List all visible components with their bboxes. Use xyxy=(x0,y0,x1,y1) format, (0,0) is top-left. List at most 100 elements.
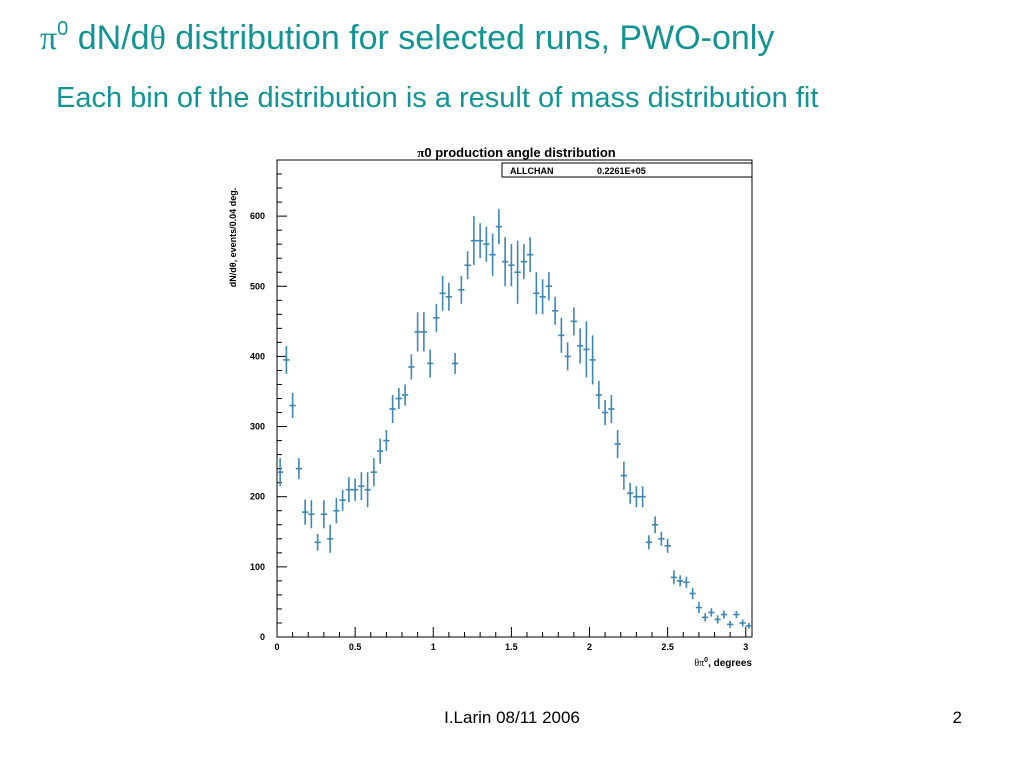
data-point xyxy=(683,576,690,588)
data-point xyxy=(645,535,652,550)
chart-title: π0 production angle distribution xyxy=(417,145,616,160)
x-tick-label: 3 xyxy=(743,642,748,652)
data-point xyxy=(427,349,434,378)
footer-author: I.Larin 08/11 2006 xyxy=(444,708,580,727)
data-point xyxy=(358,472,365,501)
x-axis-label: θπ0, degrees xyxy=(694,657,752,669)
title-rest: distribution for selected runs, PWO-only xyxy=(165,19,775,57)
x-tick-label: 0 xyxy=(274,642,279,652)
data-point xyxy=(377,438,384,464)
data-point xyxy=(664,538,671,553)
x-tick-label: 1 xyxy=(431,642,436,652)
x-axis-label-symbol: θπ xyxy=(694,658,704,669)
title-pi-symbol: π xyxy=(40,20,58,57)
data-point xyxy=(739,619,746,627)
data-point xyxy=(339,489,346,511)
data-point xyxy=(602,399,609,426)
data-point xyxy=(520,244,527,280)
stats-box-value: 0.2261E+05 xyxy=(597,166,646,176)
x-axis-label-sup: 0 xyxy=(704,657,708,664)
data-point xyxy=(595,380,602,410)
data-point xyxy=(608,394,615,424)
data-point xyxy=(689,587,696,600)
x-tick-label: 2.5 xyxy=(661,642,674,652)
stats-box xyxy=(501,162,753,178)
y-tick-label: 500 xyxy=(250,281,265,291)
data-point xyxy=(370,458,377,487)
data-point xyxy=(702,613,709,622)
data-point xyxy=(458,275,465,304)
data-point xyxy=(452,352,459,374)
x-tick-label: 1.5 xyxy=(505,642,518,652)
page-number: 2 xyxy=(952,708,962,727)
data-point xyxy=(727,620,734,628)
title-theta-symbol: θ xyxy=(149,20,166,57)
data-point xyxy=(552,296,559,325)
data-point xyxy=(327,524,334,553)
data-point xyxy=(533,272,540,315)
data-point xyxy=(658,531,665,546)
data-point xyxy=(295,458,302,480)
data-point xyxy=(445,282,452,311)
data-point xyxy=(408,354,415,380)
data-point xyxy=(477,223,484,259)
data-point xyxy=(395,387,402,410)
data-point xyxy=(314,533,321,551)
chart-title-pi: π xyxy=(417,145,424,160)
x-tick-label: 2 xyxy=(587,642,592,652)
title-dn: dN/d xyxy=(68,19,150,57)
chart-title-text: 0 production angle distribution xyxy=(424,145,615,160)
data-point xyxy=(308,500,315,529)
data-point xyxy=(302,499,309,525)
data-point xyxy=(614,430,621,459)
y-tick-label: 600 xyxy=(250,211,265,221)
data-point xyxy=(558,317,565,353)
data-point xyxy=(539,279,546,315)
data-point xyxy=(570,307,577,336)
data-point xyxy=(364,472,371,508)
slide-title: π0 dN/dθ distribution for selected runs,… xyxy=(40,18,774,58)
data-point xyxy=(627,482,634,504)
x-axis-label-text: , degrees xyxy=(708,658,752,669)
data-point xyxy=(720,610,727,619)
data-point xyxy=(464,251,471,280)
y-tick-label: 0 xyxy=(260,632,265,642)
data-point xyxy=(652,516,659,534)
data-point xyxy=(508,244,515,287)
data-point xyxy=(283,345,290,374)
y-tick-label: 400 xyxy=(250,351,265,361)
data-point xyxy=(633,486,640,508)
data-point xyxy=(352,478,359,501)
data-point xyxy=(564,342,571,371)
data-point xyxy=(433,303,440,332)
title-superscript: 0 xyxy=(57,18,69,40)
slide-subtitle: Each bin of the distribution is a result… xyxy=(56,82,819,114)
data-point xyxy=(677,575,684,587)
data-point xyxy=(733,611,740,619)
y-tick-label: 300 xyxy=(250,422,265,432)
data-point xyxy=(589,335,596,385)
data-point xyxy=(402,384,409,406)
data-point xyxy=(545,272,552,301)
data-point xyxy=(502,237,509,287)
data-point xyxy=(483,226,490,262)
data-point xyxy=(289,392,296,419)
data-point xyxy=(489,233,496,276)
data-point xyxy=(495,209,502,245)
data-point xyxy=(320,500,327,529)
data-point xyxy=(577,328,584,364)
data-point xyxy=(277,458,284,487)
data-point xyxy=(389,394,396,424)
data-point xyxy=(345,477,352,503)
data-point xyxy=(383,430,390,452)
data-point xyxy=(583,321,590,378)
data-point xyxy=(514,240,521,304)
data-point xyxy=(670,570,677,585)
y-tick-label: 200 xyxy=(250,492,265,502)
data-point xyxy=(333,498,340,524)
x-tick-label: 0.5 xyxy=(349,642,362,652)
data-point xyxy=(620,461,627,490)
data-point xyxy=(695,601,702,614)
data-point xyxy=(470,216,477,266)
